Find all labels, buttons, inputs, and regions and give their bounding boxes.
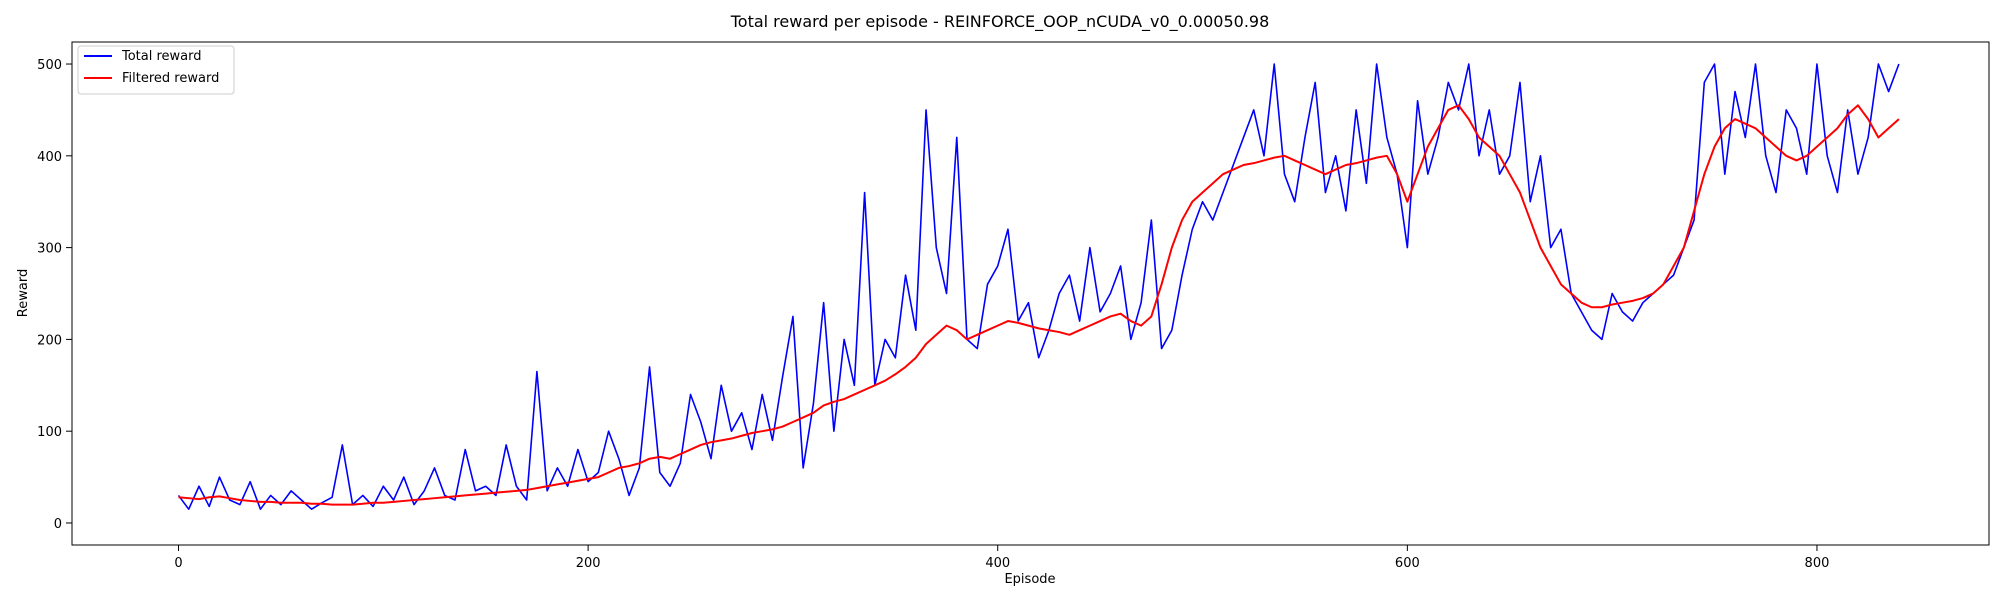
x-axis: 0 200 400 600 800	[174, 545, 1829, 571]
x-axis-label: Episode	[1004, 572, 1055, 587]
legend-label-total: Total reward	[121, 49, 202, 64]
y-axis: 0 100 200 300 400 500	[37, 58, 72, 532]
chart-title: Total reward per episode - REINFORCE_OOP…	[730, 12, 1270, 32]
y-tick-label: 200	[37, 333, 62, 348]
plot-area: 0 200 400 600 800 0 100 200 300 400 500	[37, 41, 1990, 571]
y-tick-label: 100	[37, 425, 62, 440]
series-line-total-reward	[177, 63, 1900, 511]
y-tick-label: 300	[37, 242, 62, 257]
x-tick-label: 400	[985, 556, 1010, 571]
x-tick-label: 0	[174, 556, 182, 571]
x-tick-label: 600	[1395, 556, 1420, 571]
legend: Total reward Filtered reward	[77, 45, 235, 95]
y-tick-label: 400	[37, 150, 62, 165]
legend-box	[77, 45, 235, 95]
legend-label-filtered: Filtered reward	[122, 71, 219, 86]
y-tick-label: 0	[54, 517, 62, 532]
y-axis-label: Reward	[16, 269, 31, 317]
x-tick-label: 800	[1805, 556, 1830, 571]
series-layer	[177, 63, 1900, 511]
series-line-filtered-reward	[178, 104, 1900, 506]
plot-frame	[71, 41, 1990, 546]
x-tick-label: 200	[576, 556, 601, 571]
y-tick-label: 500	[37, 58, 62, 73]
